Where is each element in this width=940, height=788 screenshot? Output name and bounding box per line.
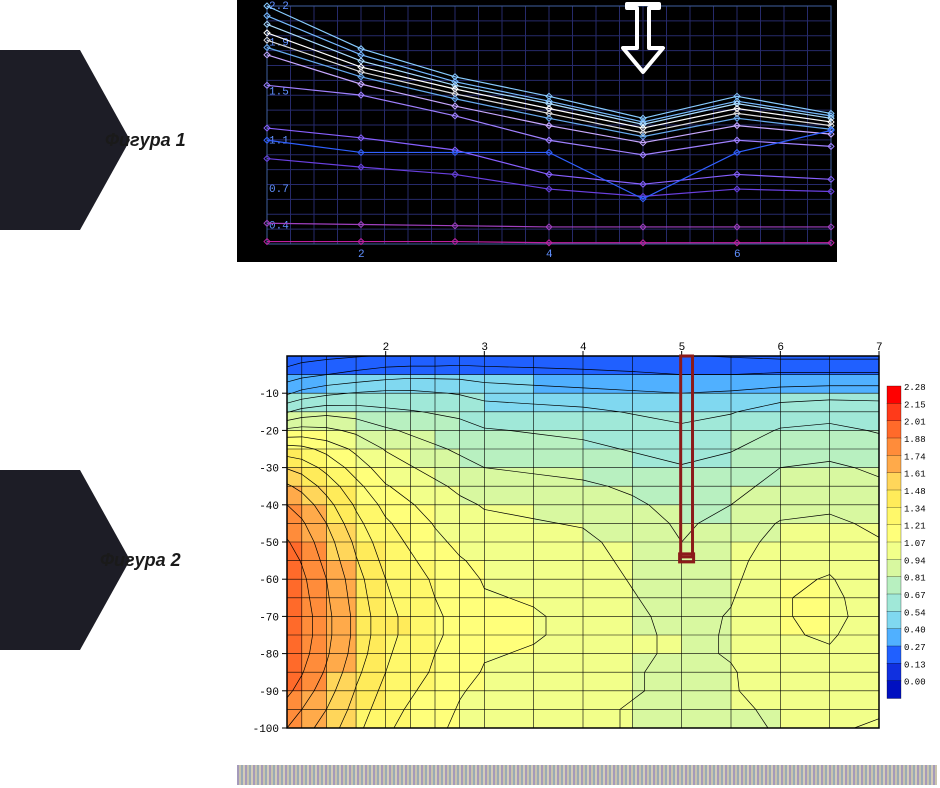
figure-1-label: Фигура 1 bbox=[105, 130, 186, 151]
svg-text:1.34: 1.34 bbox=[904, 504, 926, 514]
svg-text:0.13: 0.13 bbox=[904, 660, 926, 670]
svg-text:7: 7 bbox=[876, 342, 883, 354]
svg-text:-40: -40 bbox=[259, 501, 279, 513]
line-chart: 0.40.71.11.51.92.2246 bbox=[237, 0, 837, 262]
svg-text:1.07: 1.07 bbox=[904, 539, 926, 549]
svg-text:-50: -50 bbox=[259, 538, 279, 550]
svg-text:0.00: 0.00 bbox=[904, 678, 926, 688]
chevron-figure-2 bbox=[0, 470, 80, 650]
figure-2-label: Фигура 2 bbox=[100, 550, 181, 571]
svg-text:6: 6 bbox=[734, 249, 741, 261]
svg-text:-100: -100 bbox=[253, 724, 279, 736]
svg-text:-90: -90 bbox=[259, 687, 279, 699]
svg-text:2.01: 2.01 bbox=[904, 418, 926, 428]
line-chart-svg: 0.40.71.11.51.92.2246 bbox=[237, 0, 837, 262]
contour-chart: 2 3 4 5 6 7 -10 -20 -30 -40 -50 -60 -70 -80 -90 -100 2.2… bbox=[237, 338, 937, 738]
svg-text:0.81: 0.81 bbox=[904, 574, 926, 584]
svg-text:0.54: 0.54 bbox=[904, 608, 926, 618]
svg-text:6: 6 bbox=[777, 342, 784, 354]
svg-text:3: 3 bbox=[481, 342, 488, 354]
svg-text:1.48: 1.48 bbox=[904, 487, 926, 497]
svg-text:0.94: 0.94 bbox=[904, 556, 926, 566]
svg-text:1.21: 1.21 bbox=[904, 522, 926, 532]
svg-text:4: 4 bbox=[546, 249, 553, 261]
chevron-figure-1 bbox=[0, 50, 80, 230]
svg-text:-60: -60 bbox=[259, 575, 279, 587]
svg-text:5: 5 bbox=[679, 342, 686, 354]
svg-text:2.28: 2.28 bbox=[904, 383, 926, 393]
svg-text:-10: -10 bbox=[259, 389, 279, 401]
svg-text:0.4: 0.4 bbox=[269, 221, 289, 233]
svg-text:0.7: 0.7 bbox=[269, 184, 289, 196]
svg-text:1.74: 1.74 bbox=[904, 452, 926, 462]
svg-text:0.27: 0.27 bbox=[904, 643, 926, 653]
svg-text:4: 4 bbox=[580, 342, 587, 354]
svg-text:0.40: 0.40 bbox=[904, 626, 926, 636]
svg-text:2.15: 2.15 bbox=[904, 400, 926, 410]
svg-text:-70: -70 bbox=[259, 612, 279, 624]
svg-text:1.88: 1.88 bbox=[904, 435, 926, 445]
svg-text:-30: -30 bbox=[259, 464, 279, 476]
svg-text:1.5: 1.5 bbox=[269, 86, 289, 98]
svg-text:2: 2 bbox=[358, 249, 365, 261]
noise-strip bbox=[237, 765, 937, 785]
svg-text:-80: -80 bbox=[259, 650, 279, 662]
svg-text:2: 2 bbox=[383, 342, 390, 354]
svg-text:-20: -20 bbox=[259, 426, 279, 438]
svg-text:1.61: 1.61 bbox=[904, 470, 926, 480]
contour-chart-svg: 2 3 4 5 6 7 -10 -20 -30 -40 -50 -60 -70 -80 -90 -100 2.2… bbox=[237, 338, 937, 738]
svg-text:0.67: 0.67 bbox=[904, 591, 926, 601]
